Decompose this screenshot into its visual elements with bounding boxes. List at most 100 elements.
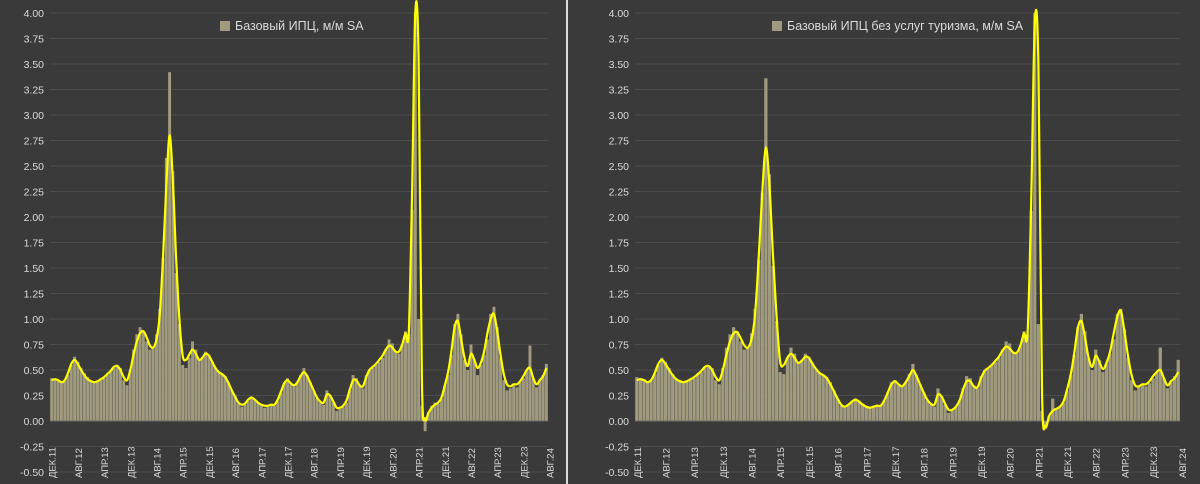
bar: [703, 367, 707, 421]
bar: [918, 384, 922, 421]
bar: [354, 378, 358, 421]
bar: [835, 398, 840, 421]
bar: [168, 72, 172, 421]
bar: [868, 407, 872, 421]
bar: [289, 384, 293, 421]
bar: [295, 382, 299, 421]
x-tick-label: ДЕК.11: [633, 447, 644, 478]
bar: [771, 265, 775, 421]
bar: [417, 319, 421, 421]
bar: [469, 344, 473, 421]
x-tick-label: АПР.19: [948, 447, 959, 478]
y-tick-label: 0.75: [609, 340, 630, 352]
y-tick-label: 0.50: [24, 365, 45, 377]
bar: [338, 408, 342, 421]
bar: [1119, 308, 1123, 421]
bar: [843, 407, 847, 421]
bar: [145, 341, 149, 421]
bar: [1083, 331, 1087, 421]
bar: [220, 374, 224, 421]
bar: [993, 361, 997, 421]
x-tick-label: ДЕК.19: [977, 446, 988, 478]
bar: [246, 400, 250, 421]
x-tick-label: АВГ.22: [1092, 448, 1103, 478]
bar: [243, 404, 247, 421]
bar: [965, 376, 969, 421]
bar: [861, 403, 865, 421]
x-tick-label: ДЕК.21: [441, 446, 452, 478]
bar: [1101, 372, 1105, 421]
y-tick-label: 2.00: [24, 212, 45, 224]
bar: [757, 259, 761, 421]
bar: [767, 174, 772, 421]
bar: [1015, 353, 1019, 421]
bar: [1018, 345, 1023, 421]
y-tick-label: 0.50: [609, 365, 630, 377]
bar: [236, 403, 240, 421]
bar: [753, 308, 757, 421]
bar: [515, 387, 519, 421]
bar: [775, 321, 779, 421]
bar: [256, 402, 260, 421]
bar: [263, 407, 267, 421]
bar: [99, 380, 103, 421]
bar: [932, 406, 937, 421]
bar: [803, 353, 807, 421]
bar: [975, 388, 980, 421]
bar: [789, 347, 793, 421]
x-tick-label: ДЕК.23: [519, 446, 530, 478]
bar: [871, 406, 876, 421]
bar: [53, 379, 57, 421]
bar: [495, 327, 499, 421]
bar: [381, 357, 385, 421]
bar: [1104, 363, 1109, 421]
bar: [63, 380, 67, 421]
bar: [638, 378, 642, 421]
bar: [462, 359, 466, 421]
y-tick-label: 3.25: [609, 85, 630, 97]
bar: [499, 357, 502, 421]
bar: [947, 412, 951, 421]
bar: [367, 370, 371, 421]
bar: [76, 361, 80, 421]
bar: [535, 387, 539, 421]
y-tick-label: 0.75: [24, 340, 45, 352]
bar: [990, 364, 994, 421]
bar: [911, 363, 915, 421]
bar: [800, 359, 804, 421]
bar: [259, 405, 263, 421]
bar: [322, 404, 326, 421]
bar: [482, 354, 486, 421]
bar: [900, 386, 904, 421]
y-tick-label: 3.75: [24, 34, 45, 46]
bar: [742, 349, 746, 421]
y-tick-label: 1.50: [609, 263, 630, 275]
bar: [721, 367, 725, 421]
bar: [1097, 359, 1101, 421]
bar: [184, 367, 188, 421]
y-tick-label: 3.50: [24, 59, 45, 71]
bar: [358, 385, 362, 421]
bar: [187, 357, 191, 421]
bar: [710, 367, 714, 421]
bar: [792, 353, 797, 421]
bar: [832, 390, 836, 421]
bar: [717, 384, 721, 421]
bar: [528, 345, 532, 421]
bar: [272, 405, 276, 421]
bar: [440, 398, 443, 421]
y-tick-label: 1.25: [24, 289, 45, 301]
bar: [731, 327, 736, 421]
bar: [1026, 334, 1030, 421]
bar: [105, 375, 109, 421]
bar: [472, 359, 476, 421]
y-tick-label: 1.75: [24, 238, 45, 250]
bar: [714, 380, 718, 421]
bar: [957, 400, 962, 421]
legend-left: Базовый ИПЦ, м/м SA: [220, 19, 364, 33]
y-tick-label: 1.00: [609, 314, 630, 326]
x-tick-label: АВГ.20: [1006, 448, 1017, 478]
bar: [1000, 349, 1005, 421]
bar: [204, 351, 208, 421]
bar: [115, 364, 119, 421]
